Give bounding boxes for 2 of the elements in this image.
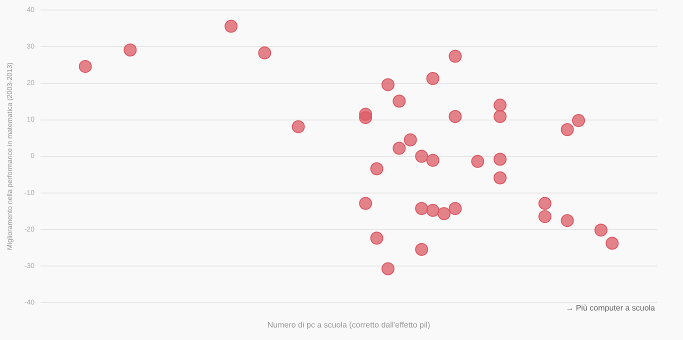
- x-axis-title: Numero di pc a scuola (corretto dall'effetto pil): [267, 320, 430, 330]
- text: → Più computer a scuola: [566, 304, 656, 313]
